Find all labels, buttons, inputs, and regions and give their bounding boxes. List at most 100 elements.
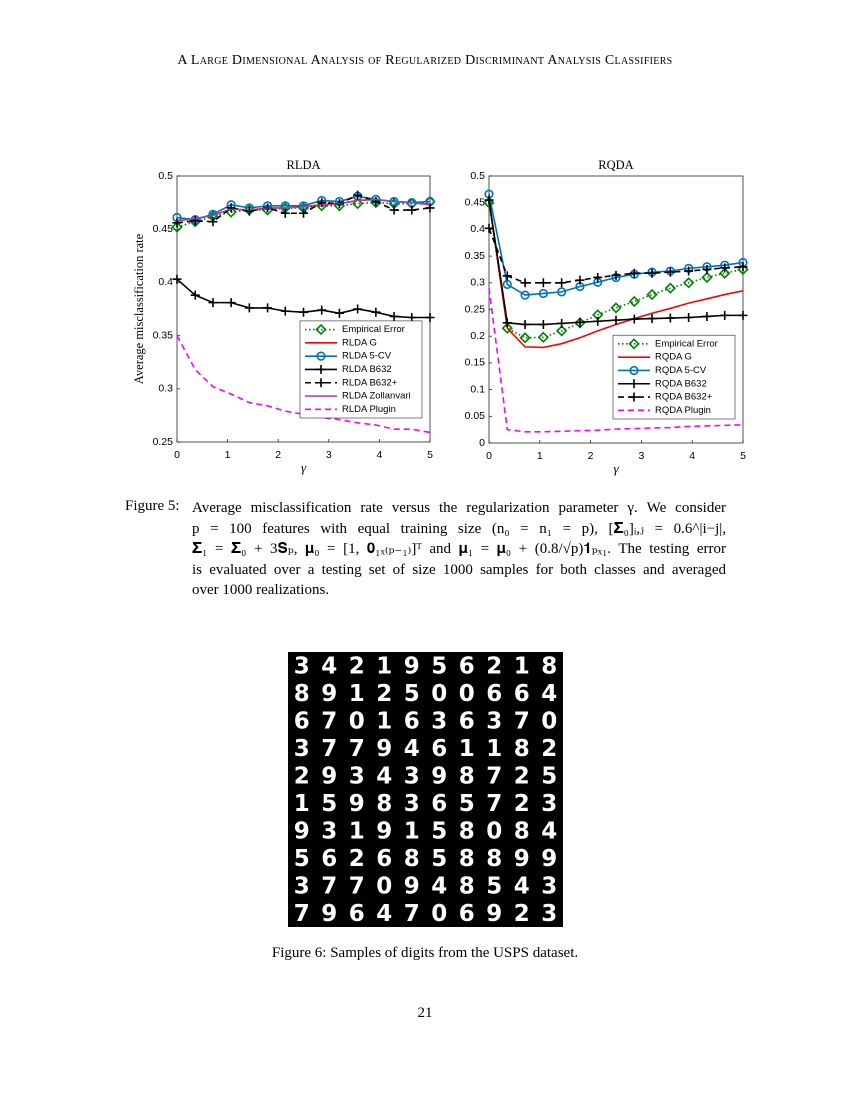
y-tick-label: 0.15 bbox=[465, 357, 486, 369]
marker bbox=[629, 379, 639, 389]
x-tick-label: 0 bbox=[174, 449, 180, 461]
digit: 6 bbox=[321, 846, 337, 872]
digit: 1 bbox=[486, 736, 502, 762]
marker bbox=[208, 298, 218, 308]
legend-label: RLDA 5-CV bbox=[342, 351, 392, 362]
marker bbox=[738, 262, 748, 272]
digit: 8 bbox=[514, 736, 530, 762]
digit: 7 bbox=[486, 791, 502, 817]
digit: 7 bbox=[321, 874, 337, 900]
marker bbox=[556, 325, 568, 337]
marker bbox=[557, 278, 567, 288]
digit: 3 bbox=[541, 874, 557, 900]
digit: 7 bbox=[321, 709, 337, 735]
y-tick-label: 0.35 bbox=[153, 329, 174, 341]
marker bbox=[244, 206, 254, 216]
digit: 6 bbox=[404, 709, 420, 735]
marker bbox=[520, 278, 530, 288]
marker bbox=[483, 197, 495, 209]
marker bbox=[629, 314, 639, 324]
marker bbox=[610, 302, 622, 314]
x-tick-label: 2 bbox=[588, 450, 594, 462]
digit: 6 bbox=[431, 791, 447, 817]
digit: 0 bbox=[459, 681, 475, 707]
running-header: A Large Dimensional Analysis of Regulari… bbox=[177, 53, 673, 68]
digit: 0 bbox=[541, 709, 557, 735]
marker bbox=[719, 267, 731, 279]
digit: 6 bbox=[459, 709, 475, 735]
marker bbox=[317, 198, 327, 208]
marker bbox=[244, 303, 254, 313]
marker bbox=[280, 208, 290, 218]
digit: 2 bbox=[514, 764, 530, 790]
legend-label: RLDA G bbox=[342, 337, 377, 348]
digit: 0 bbox=[349, 709, 365, 735]
digit: 6 bbox=[431, 736, 447, 762]
page-number: 21 bbox=[417, 1005, 433, 1021]
digit: 2 bbox=[486, 654, 502, 680]
digit: 4 bbox=[376, 764, 392, 790]
marker bbox=[316, 378, 326, 388]
y-tick-label: 0.3 bbox=[470, 277, 485, 289]
y-tick-label: 0.25 bbox=[465, 303, 486, 315]
series-line bbox=[176, 200, 431, 228]
marker bbox=[647, 268, 657, 278]
digit: 2 bbox=[514, 791, 530, 817]
digit: 1 bbox=[349, 819, 365, 845]
marker bbox=[316, 364, 326, 374]
marker bbox=[425, 313, 435, 323]
marker bbox=[737, 263, 749, 276]
marker bbox=[557, 318, 567, 328]
caption-line: p = 100 features with equal training siz… bbox=[192, 520, 726, 537]
marker bbox=[629, 268, 639, 278]
digit: 5 bbox=[404, 681, 420, 707]
marker bbox=[611, 315, 621, 325]
marker bbox=[720, 310, 730, 320]
digit: 6 bbox=[294, 709, 310, 735]
y-tick-label: 0.1 bbox=[470, 383, 485, 395]
legend-box bbox=[612, 334, 736, 420]
marker bbox=[683, 277, 695, 289]
marker bbox=[190, 290, 200, 300]
chart-title: RQDA bbox=[598, 158, 633, 172]
marker bbox=[538, 288, 548, 299]
y-tick-label: 0.05 bbox=[465, 410, 486, 422]
digit: 4 bbox=[431, 874, 447, 900]
marker bbox=[501, 322, 513, 334]
marker bbox=[628, 338, 640, 350]
digit: 6 bbox=[349, 901, 365, 927]
legend-label: RLDA B632+ bbox=[342, 377, 398, 388]
marker bbox=[484, 223, 494, 233]
marker bbox=[665, 267, 675, 277]
marker bbox=[738, 310, 748, 320]
digit: 5 bbox=[541, 764, 557, 790]
marker bbox=[720, 263, 730, 273]
legend-label: RQDA Plugin bbox=[655, 405, 711, 416]
marker bbox=[299, 208, 308, 218]
digit: 8 bbox=[486, 846, 502, 872]
digit: 8 bbox=[514, 819, 530, 845]
digit: 1 bbox=[294, 791, 310, 817]
marker bbox=[684, 313, 694, 323]
y-tick-label: 0.2 bbox=[470, 330, 485, 342]
digit: 8 bbox=[376, 791, 392, 817]
figure-caption: Figure 6: Samples of digits from the USP… bbox=[271, 945, 579, 961]
marker bbox=[172, 218, 182, 228]
digit: 0 bbox=[431, 901, 447, 927]
digit: 9 bbox=[321, 901, 337, 927]
marker bbox=[538, 278, 548, 288]
legend-label: Empirical Error bbox=[655, 338, 718, 349]
digit: 1 bbox=[349, 681, 365, 707]
marker bbox=[371, 307, 381, 317]
series-line bbox=[176, 335, 431, 434]
marker bbox=[520, 290, 530, 300]
marker bbox=[502, 318, 512, 328]
marker bbox=[557, 287, 567, 297]
y-tick-label: 0.4 bbox=[470, 223, 485, 235]
digit: 9 bbox=[376, 736, 392, 762]
digit: 3 bbox=[404, 791, 420, 817]
digit: 1 bbox=[404, 819, 420, 845]
digit: 6 bbox=[376, 846, 392, 872]
marker bbox=[575, 275, 585, 285]
x-tick-label: 1 bbox=[537, 450, 543, 462]
